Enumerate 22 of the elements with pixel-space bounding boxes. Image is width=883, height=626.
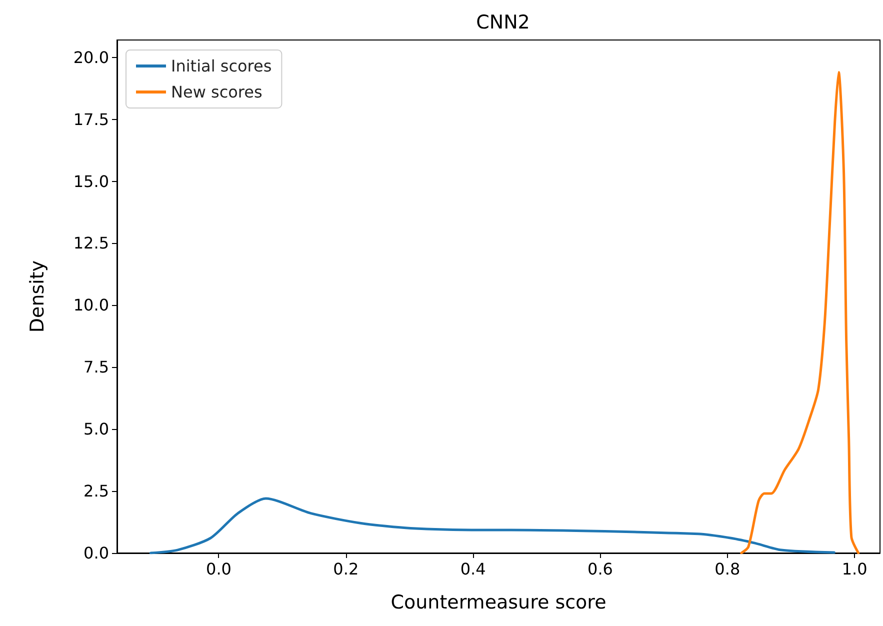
x-axis-title: Countermeasure score [390, 592, 606, 614]
x-tick-label: 0.6 [588, 560, 613, 578]
y-tick-label: 0.0 [84, 544, 109, 562]
legend-label: Initial scores [171, 56, 272, 76]
x-tick-label: 0.2 [333, 560, 359, 578]
x-tick-label: 0.4 [460, 560, 486, 578]
x-tick-label: 0.0 [206, 560, 232, 578]
x-tick-label: 1.0 [842, 560, 868, 578]
y-tick-label: 10.0 [73, 296, 109, 315]
y-axis-title: Density [26, 260, 48, 333]
legend-label: New scores [171, 82, 262, 102]
line-series [740, 70, 860, 554]
y-tick-label: 20.0 [73, 48, 109, 67]
y-tick-label: 2.5 [84, 482, 109, 501]
line-series [149, 497, 836, 554]
y-tick-label: 15.0 [73, 172, 109, 191]
y-tick-label: 5.0 [84, 420, 109, 439]
chart-title: CNN2 [476, 12, 530, 34]
x-tick-label: 0.8 [714, 560, 740, 578]
y-tick-label: 7.5 [84, 358, 109, 377]
y-tick-label: 12.5 [73, 234, 109, 253]
y-tick-label: 17.5 [73, 110, 109, 129]
